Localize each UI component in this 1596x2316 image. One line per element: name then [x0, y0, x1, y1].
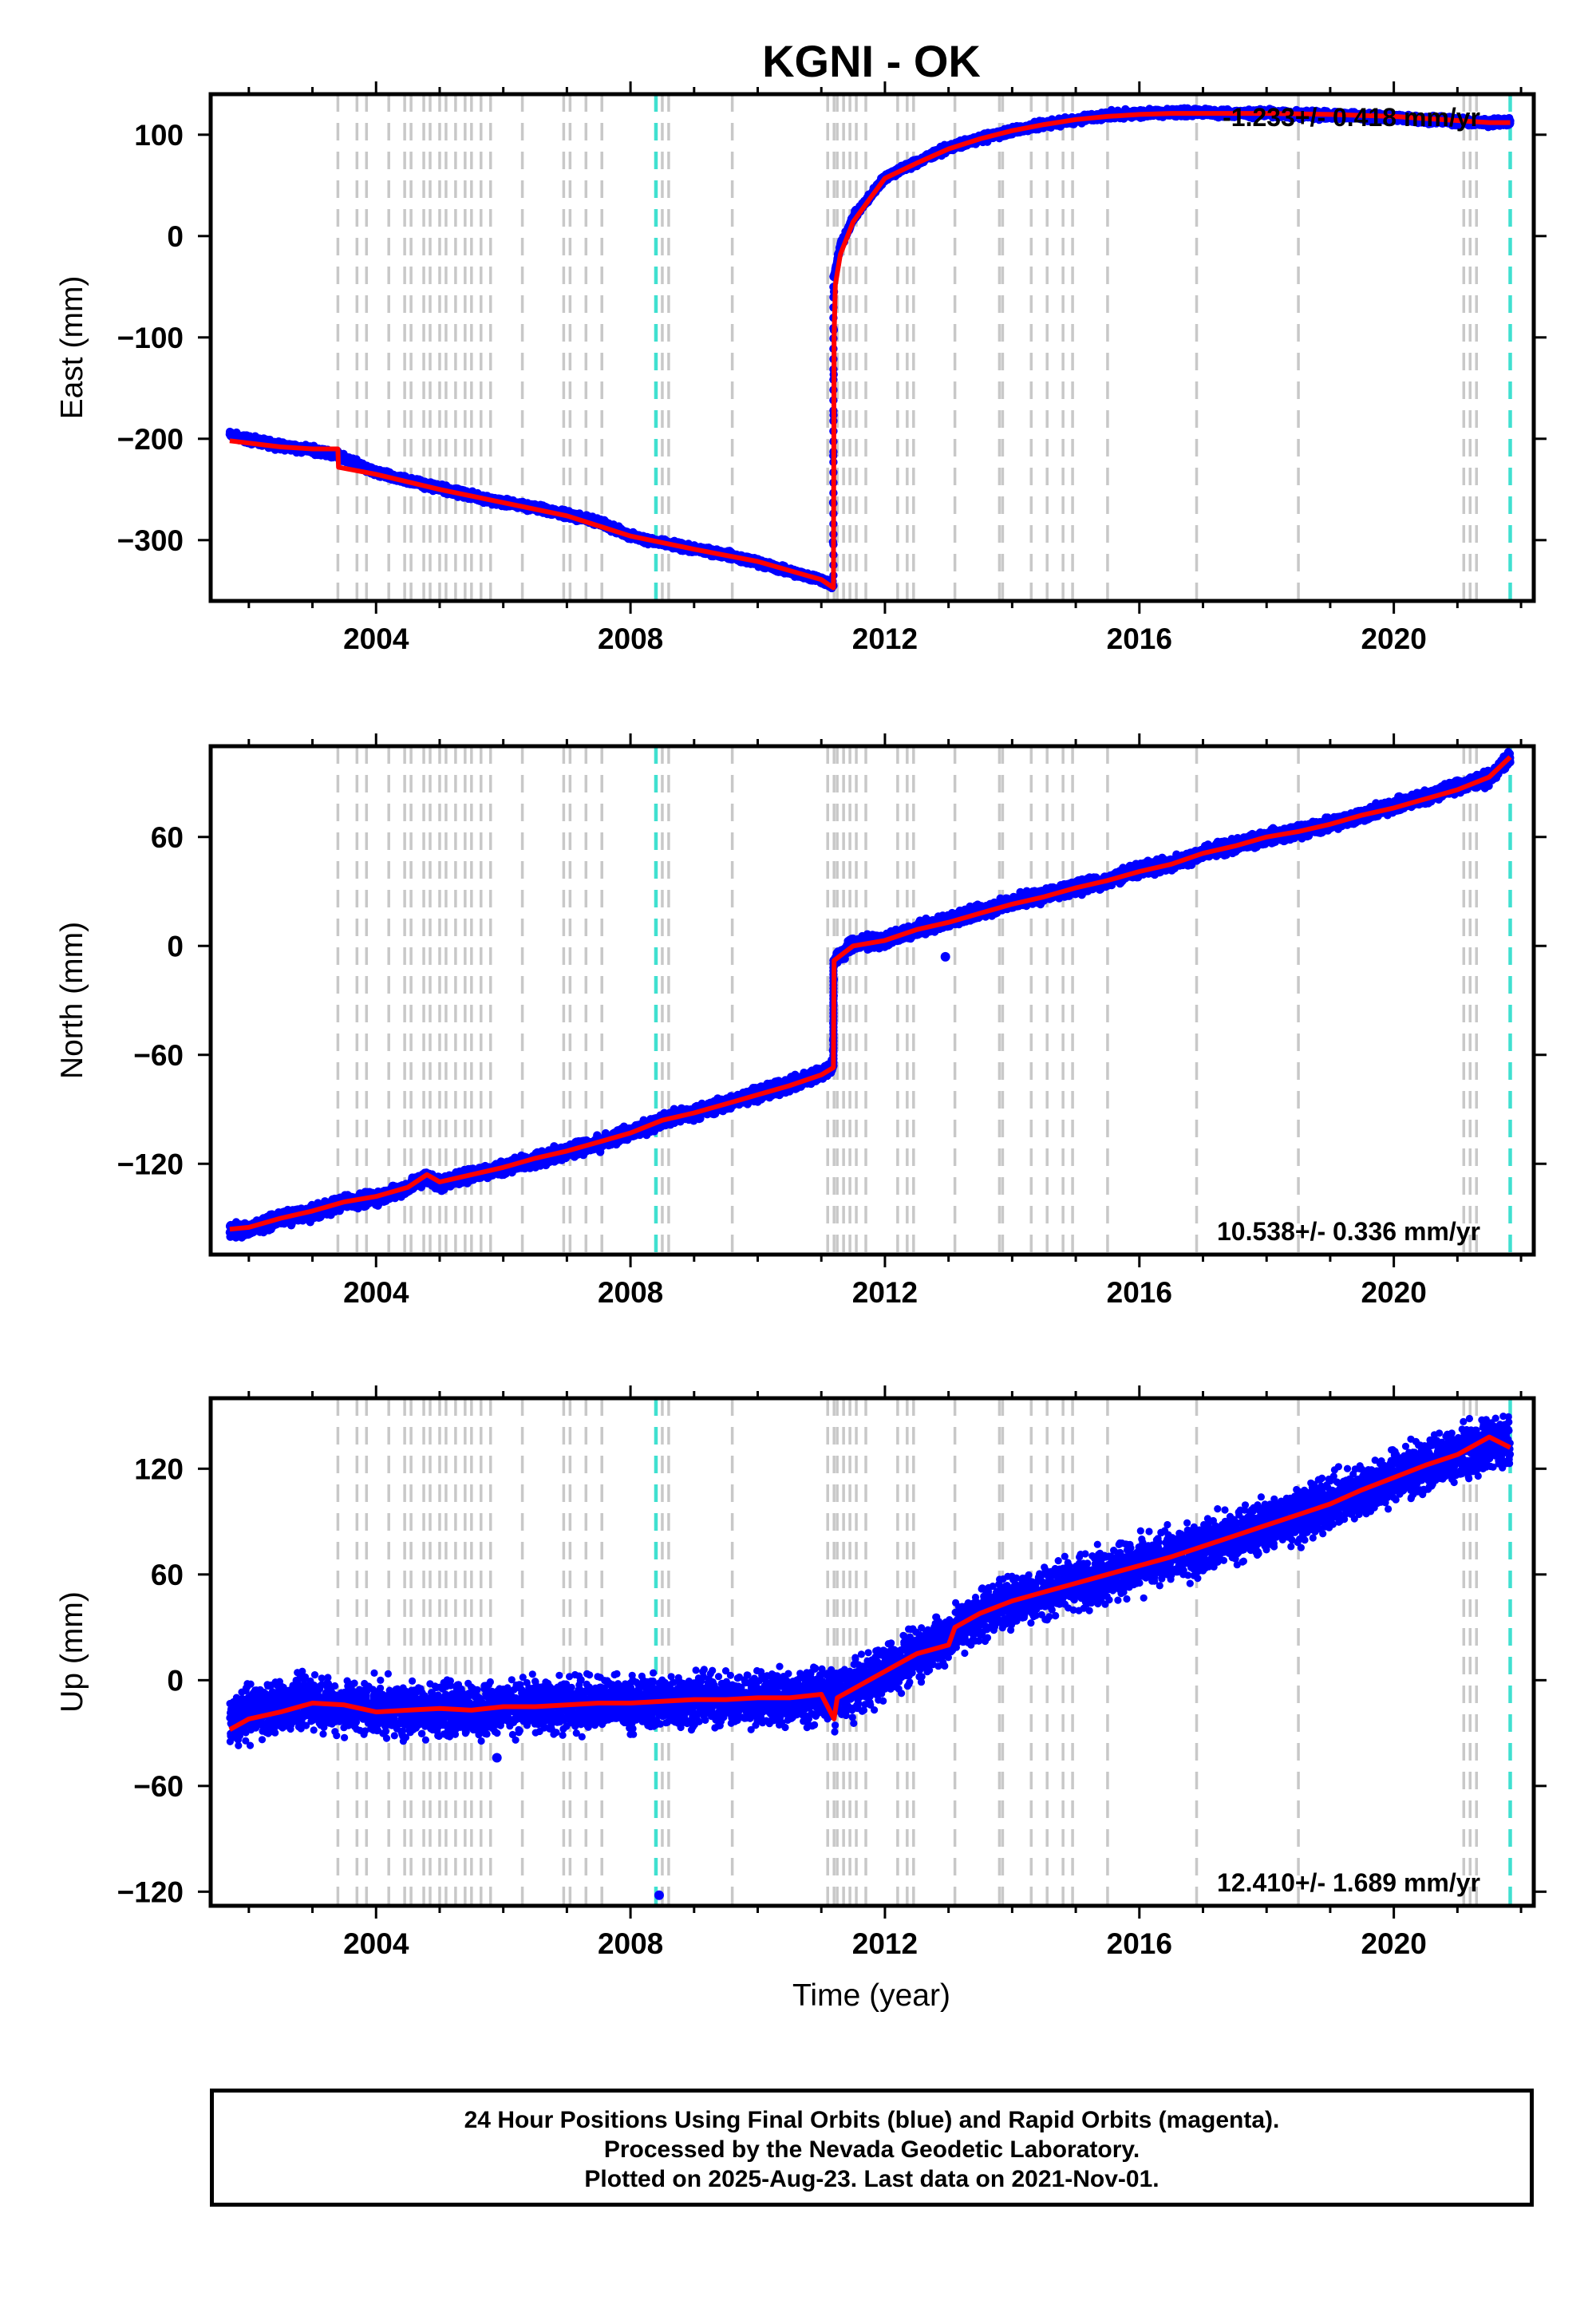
plot-area [225, 94, 1515, 601]
final-orbit-points [225, 104, 1515, 593]
east-panel: 2004 2008 2012 2016 2020−300−200−1000100East… [55, 81, 1547, 655]
chart-title: KGNI - OK [762, 36, 981, 86]
